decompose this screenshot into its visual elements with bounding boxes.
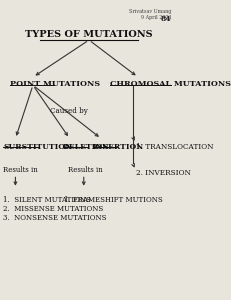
Text: Results in: Results in [68, 166, 103, 174]
Text: 1. TRANSLOCATION: 1. TRANSLOCATION [136, 142, 214, 151]
Text: 2. INVERSION: 2. INVERSION [136, 169, 191, 177]
Text: Results in: Results in [3, 166, 38, 174]
Text: SUBSTITUTION: SUBSTITUTION [3, 142, 72, 151]
Text: DELETION: DELETION [63, 142, 109, 151]
Text: INSERTION: INSERTION [93, 142, 144, 151]
Text: 1.  SILENT MUTATIONS
2.  MISSENSE MUTATIONS
3.  NONSENSE MUTATIONS: 1. SILENT MUTATIONS 2. MISSENSE MUTATION… [3, 196, 107, 223]
Text: 84: 84 [161, 15, 171, 23]
Text: 1. FRAMESHIFT MUTIONS: 1. FRAMESHIFT MUTIONS [64, 196, 163, 204]
Text: TYPES OF MUTATIONS: TYPES OF MUTATIONS [25, 29, 153, 38]
Text: CHROMOSAL MUTATIONS: CHROMOSAL MUTATIONS [110, 80, 231, 88]
Text: POINT MUTATIONS: POINT MUTATIONS [10, 80, 100, 88]
Text: Caused by: Caused by [50, 107, 88, 115]
Text: Srivatsav Umang
9 April 2021: Srivatsav Umang 9 April 2021 [129, 9, 171, 20]
